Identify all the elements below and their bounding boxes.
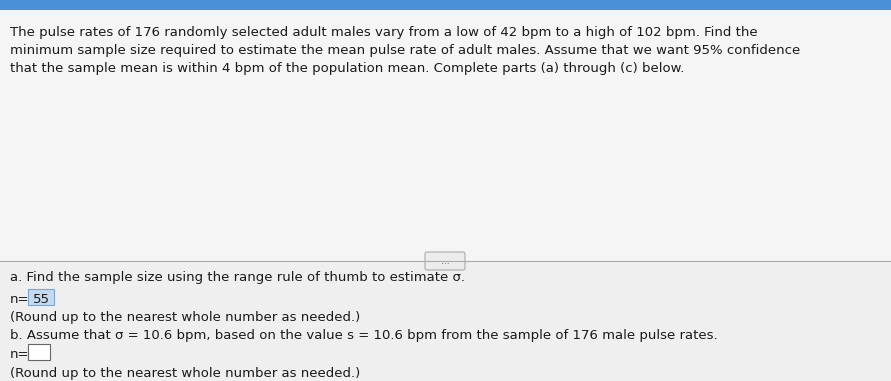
Text: (Round up to the nearest whole number as needed.): (Round up to the nearest whole number as…	[10, 367, 360, 380]
Bar	[0, 261, 891, 381]
Text: ...: ...	[441, 256, 449, 266]
Bar	[0, 10, 891, 261]
Text: 55: 55	[32, 293, 50, 306]
Text: The pulse rates of 176 randomly selected adult males vary from a low of 42 bpm t: The pulse rates of 176 randomly selected…	[10, 26, 757, 39]
Bar	[28, 344, 50, 360]
Text: (Round up to the nearest whole number as needed.): (Round up to the nearest whole number as…	[10, 311, 360, 324]
Text: n=: n=	[10, 293, 29, 306]
Text: b. Assume that σ = 10.6 bpm, based on the value s = 10.6 bpm from the sample of : b. Assume that σ = 10.6 bpm, based on th…	[10, 329, 717, 342]
FancyBboxPatch shape	[425, 252, 465, 270]
Text: minimum sample size required to estimate the mean pulse rate of adult males. Ass: minimum sample size required to estimate…	[10, 44, 800, 57]
Bar	[28, 289, 54, 305]
Text: that the sample mean is within 4 bpm of the population mean. Complete parts (a) : that the sample mean is within 4 bpm of …	[10, 62, 684, 75]
Text: a. Find the sample size using the range rule of thumb to estimate σ.: a. Find the sample size using the range …	[10, 271, 465, 284]
Text: n=: n=	[10, 348, 29, 361]
Bar	[0, 0, 891, 10]
